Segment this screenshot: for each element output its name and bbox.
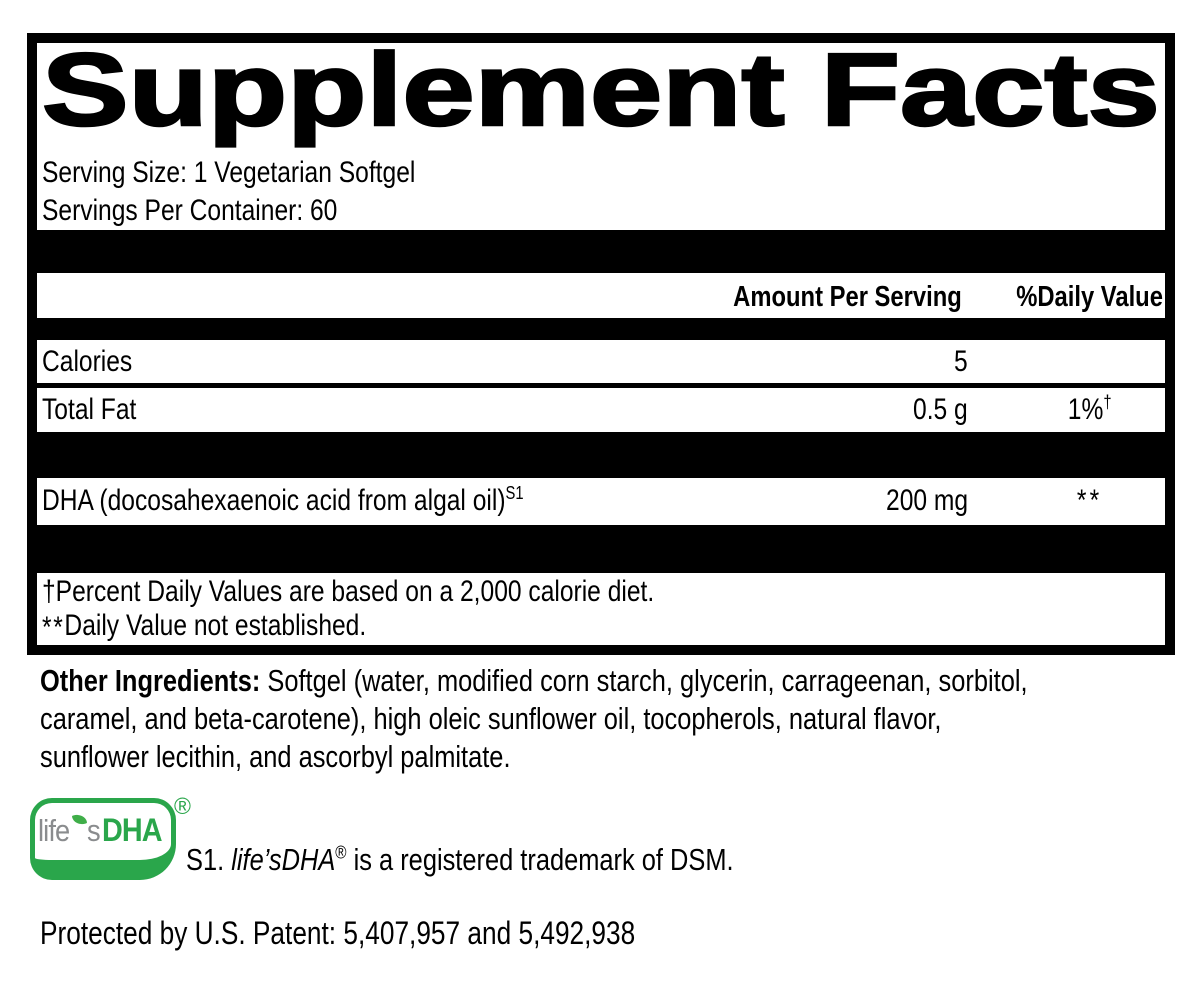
footnote-not-established: **Daily Value not established.	[42, 609, 367, 644]
row-divider	[37, 383, 1165, 388]
row-label: Calories	[42, 345, 133, 378]
separator-bar-top	[37, 230, 1165, 273]
paragraph-line: caramel, and beta-carotene), high oleic …	[40, 701, 942, 736]
s1-superscript: S1	[505, 483, 524, 503]
paragraph-line: Other Ingredients: Softgel (water, modif…	[40, 663, 1028, 698]
double-star-symbol: **	[42, 611, 65, 644]
paragraph-line: sunflower lecithin, and ascorbyl palmita…	[40, 739, 511, 774]
patent-line: Protected by U.S. Patent: 5,407,957 and …	[40, 915, 636, 951]
supplement-facts-panel: Supplement Facts Serving Size: 1 Vegetar…	[27, 33, 1175, 655]
trademark-note: S1. life’sDHA® is a registered trademark…	[186, 841, 734, 877]
other-ingredients-paragraph: Other Ingredients: Softgel (water, modif…	[40, 662, 1200, 776]
column-header-daily-value: %Daily Value	[1016, 281, 1163, 313]
row-label: DHA (docosahexaenoic acid from algal oil…	[42, 483, 524, 517]
lifesdha-logo-frame: life s DHA	[30, 798, 176, 880]
lifesdha-logo: life s DHA ®	[30, 793, 230, 890]
total-fat-row: Total Fat 0.5 g 1%†	[37, 388, 1165, 432]
brand-name: life’sDHA	[231, 842, 336, 877]
footnote-daily-value: †Percent Daily Values are based on a 2,0…	[42, 575, 655, 608]
column-header-row: Amount Per Serving %Daily Value	[37, 280, 1165, 314]
row-amount: 5	[954, 345, 968, 378]
registered-mark-superscript: ®	[335, 841, 347, 863]
logo-text-dha: DHA	[101, 812, 163, 848]
row-daily-value: **	[1077, 484, 1103, 517]
row-label: Total Fat	[42, 393, 137, 426]
registered-mark-icon: ®	[174, 793, 191, 819]
separator-bar-mid	[37, 432, 1165, 478]
row-amount: 0.5 g	[913, 393, 968, 426]
logo-text-s: s	[87, 812, 101, 848]
dagger-superscript: †	[1103, 392, 1112, 412]
row-daily-value: 1%†	[1068, 392, 1112, 426]
separator-bar-header	[37, 318, 1165, 340]
leaf-icon	[72, 812, 88, 827]
row-amount: 200 mg	[885, 484, 968, 517]
dha-row: DHA (docosahexaenoic acid from algal oil…	[37, 477, 1165, 525]
serving-size-line: Serving Size: 1 Vegetarian Softgel	[42, 156, 416, 189]
column-header-amount: Amount Per Serving	[733, 281, 962, 313]
panel-title: Supplement Facts	[40, 32, 1161, 147]
logo-text-life: life	[37, 812, 70, 848]
separator-bar-bottom	[37, 525, 1165, 573]
servings-per-container-line: Servings Per Container: 60	[42, 194, 338, 227]
other-ingredients-label: Other Ingredients:	[40, 663, 261, 698]
calories-row: Calories 5	[37, 340, 1165, 383]
